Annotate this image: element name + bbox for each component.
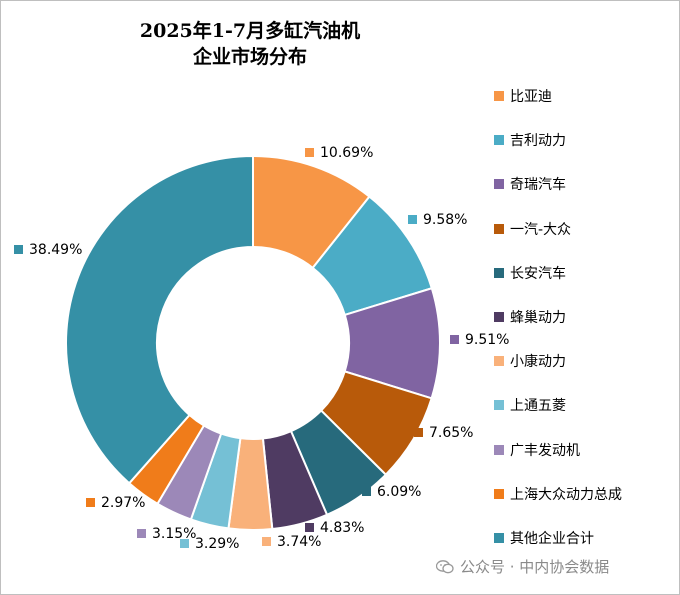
data-label-7: 3.29% [180, 536, 239, 552]
data-label-1: 9.58% [408, 212, 467, 228]
legend-label-1: 吉利动力 [510, 133, 566, 150]
data-label-marker-8 [137, 529, 146, 538]
legend-label-9: 上海大众动力总成 [510, 486, 622, 503]
legend-item-1: 吉利动力 [494, 130, 566, 150]
legend-swatch-9 [494, 488, 504, 499]
data-label-10: 38.49% [14, 242, 82, 258]
legend-swatch-5 [494, 312, 504, 322]
data-label-marker-9 [86, 498, 95, 507]
legend-item-8: 广丰发动机 [494, 440, 580, 460]
slice-10 [65, 154, 254, 485]
data-label-0: 10.69% [305, 145, 373, 161]
legend-swatch-1 [494, 135, 504, 146]
legend-item-6: 小康动力 [494, 351, 566, 371]
data-label-marker-10 [14, 245, 23, 254]
legend-swatch-4 [494, 267, 504, 278]
data-label-text-8: 3.15% [152, 526, 196, 542]
data-label-marker-7 [180, 539, 189, 548]
watermark: 公众号 · 中内协会数据 [436, 556, 609, 577]
legend-swatch-8 [494, 444, 504, 455]
data-label-marker-6 [262, 537, 271, 546]
data-label-9: 2.97% [86, 495, 145, 511]
data-label-2: 9.51% [450, 332, 509, 348]
legend-label-7: 上通五菱 [510, 398, 566, 415]
data-label-marker-5 [305, 523, 314, 532]
data-label-text-7: 3.29% [195, 536, 239, 552]
data-label-text-5: 4.83% [320, 520, 364, 536]
legend-item-5: 蜂巢动力 [494, 307, 566, 327]
legend-label-3: 一汽-大众 [510, 221, 572, 238]
legend-item-10: 其他企业合计 [494, 528, 594, 548]
legend-label-4: 长安汽车 [510, 265, 566, 282]
data-label-text-9: 2.97% [101, 495, 145, 511]
legend-swatch-7 [494, 400, 504, 411]
data-label-marker-1 [408, 215, 417, 224]
legend-swatch-6 [494, 356, 504, 367]
data-label-text-2: 9.51% [465, 332, 509, 348]
donut-slices [65, 154, 441, 531]
legend-label-5: 蜂巢动力 [510, 310, 566, 326]
legend-swatch-0 [494, 91, 504, 101]
legend-label-6: 小康动力 [510, 354, 566, 371]
watermark-text: 公众号 · 中内协会数据 [460, 558, 610, 576]
data-label-text-1: 9.58% [423, 212, 467, 228]
data-label-marker-0 [305, 148, 314, 157]
data-label-text-6: 3.74% [277, 534, 321, 550]
data-label-marker-4 [362, 487, 371, 496]
wechat-icon [436, 559, 454, 573]
chart-title-line-1: 2025年1-7月多缸汽油机 [139, 20, 361, 42]
data-label-marker-2 [450, 335, 459, 344]
legend-item-4: 长安汽车 [494, 263, 566, 283]
data-labels: 10.69% 9.58% 9.51% 7.65% 6.09% 4.83%3.74% 3.29… [14, 145, 509, 552]
legend-item-9: 上海大众动力总成 [494, 484, 622, 504]
legend-label-8: 广丰发动机 [510, 442, 580, 459]
data-label-text-3: 7.65% [429, 425, 473, 441]
data-label-3: 7.65% [414, 425, 473, 441]
legend-swatch-10 [494, 533, 504, 543]
data-label-4: 6.09% [362, 484, 421, 500]
legend-label-0: 比亚迪 [510, 89, 552, 105]
legend-swatch-3 [494, 223, 504, 234]
legend-label-2: 奇瑞汽车 [510, 177, 566, 194]
data-label-marker-3 [414, 428, 423, 437]
legend-label-10: 其他企业合计 [510, 531, 594, 547]
data-label-text-0: 10.69% [320, 145, 373, 161]
data-label-5: 4.83% [305, 520, 364, 536]
data-label-8: 3.15% [137, 526, 196, 542]
legend-item-0: 比亚迪 [494, 86, 552, 106]
data-label-text-4: 6.09% [377, 484, 421, 500]
data-label-6: 3.74% [262, 534, 321, 550]
legend-swatch-2 [494, 179, 504, 190]
legend-item-3: 一汽-大众 [494, 219, 571, 239]
data-label-text-10: 38.49% [29, 242, 82, 258]
chart-title: 2025年1-7月多缸汽油机 企业市场分布 [0, 18, 500, 70]
legend-item-2: 奇瑞汽车 [494, 174, 566, 194]
chart-title-line-2: 企业市场分布 [192, 46, 307, 68]
legend-item-7: 上通五菱 [494, 395, 566, 415]
